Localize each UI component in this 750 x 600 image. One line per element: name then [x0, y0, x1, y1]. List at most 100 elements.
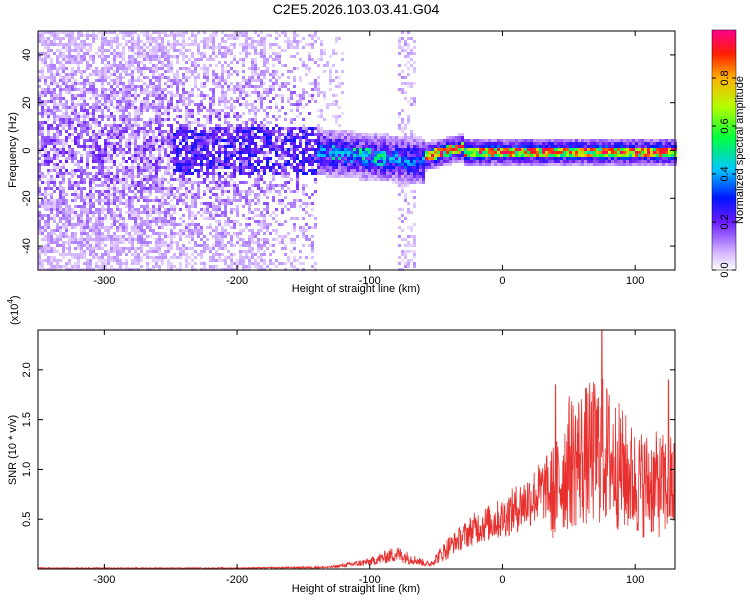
spectrogram-cell: [284, 139, 287, 142]
spectrogram-cell: [284, 169, 287, 172]
spectrogram-cell: [167, 220, 170, 223]
spectrogram-cell: [176, 115, 179, 118]
spectrogram-cell: [314, 142, 317, 145]
spectrogram-cell: [89, 187, 92, 190]
spectrogram-cell: [149, 214, 152, 217]
spectrogram-cell: [173, 46, 176, 49]
spectrogram-cell: [98, 157, 101, 160]
spectrogram-cell: [182, 253, 185, 256]
spectrogram-cell: [71, 175, 74, 178]
spectrogram-cell: [236, 136, 239, 139]
spectrogram-cell: [101, 181, 104, 184]
spectrogram-cell: [176, 34, 179, 37]
spectrogram-cell: [131, 247, 134, 250]
spectrogram-cell: [335, 115, 338, 118]
spectrogram-cell: [68, 121, 71, 124]
spectrogram-cell: [365, 145, 368, 148]
spectrogram-cell: [119, 103, 122, 106]
spectrogram-cell: [116, 154, 119, 157]
spectrogram-cell: [200, 208, 203, 211]
spectrogram-cell: [266, 142, 269, 145]
spectrogram-cell: [146, 223, 149, 226]
spectrogram-cell: [209, 127, 212, 130]
spectrogram-cell: [281, 64, 284, 67]
spectrogram-cell: [89, 34, 92, 37]
spectrogram-cell: [86, 238, 89, 241]
spectrogram-cell: [167, 100, 170, 103]
spectrogram-cell: [218, 220, 221, 223]
spectrogram-cell: [242, 58, 245, 61]
spectrogram-cell: [158, 85, 161, 88]
spectrogram-cell: [53, 127, 56, 130]
spectrogram-cell: [287, 148, 290, 151]
spectrogram-cell: [302, 136, 305, 139]
spectrogram-cell: [110, 265, 113, 268]
spectrogram-cell: [284, 82, 287, 85]
spectrogram-cell: [74, 127, 77, 130]
spectrogram-cell: [125, 211, 128, 214]
spectrogram-cell: [281, 100, 284, 103]
spectrogram-cell: [215, 163, 218, 166]
spectrogram-cell: [221, 166, 224, 169]
spectrogram-cell: [83, 121, 86, 124]
spectrogram-cell: [65, 106, 68, 109]
spectrogram-cell: [92, 175, 95, 178]
spectrogram-cell: [263, 37, 266, 40]
spectrogram-cell: [224, 127, 227, 130]
spectrogram-cell: [137, 232, 140, 235]
spectrogram-cell: [62, 70, 65, 73]
spectrogram-cell: [68, 178, 71, 181]
spectrogram-cell: [125, 247, 128, 250]
spectrogram-cell: [272, 142, 275, 145]
spectrogram-cell: [56, 262, 59, 265]
spectrogram-cell: [173, 169, 176, 172]
spectrogram-cell: [134, 250, 137, 253]
spectrogram-cell: [122, 34, 125, 37]
spectrogram-cell: [263, 76, 266, 79]
spectrogram-cell: [251, 157, 254, 160]
spectrogram-cell: [335, 52, 338, 55]
spectrogram-cell: [185, 97, 188, 100]
spectrogram-cell: [50, 49, 53, 52]
spectrogram-cell: [317, 130, 320, 133]
spectrogram-cell: [242, 196, 245, 199]
spectrogram-cell: [137, 55, 140, 58]
spectrogram-cell: [197, 109, 200, 112]
spectrogram-cell: [305, 172, 308, 175]
spectrogram-cell: [185, 205, 188, 208]
spectrogram-cell: [278, 76, 281, 79]
spectrogram-cell: [302, 154, 305, 157]
spectrogram-cell: [350, 145, 353, 148]
spectrogram-cell: [362, 136, 365, 139]
spectrogram-cell: [116, 136, 119, 139]
spectrogram-cell: [179, 169, 182, 172]
spectrogram-cell: [41, 139, 44, 142]
spectrogram-cell: [233, 85, 236, 88]
spectrogram-cell: [152, 100, 155, 103]
spectrogram-cell: [314, 178, 317, 181]
spectrogram-cell: [119, 208, 122, 211]
spectrogram-cell: [314, 133, 317, 136]
spectrogram-cell: [275, 145, 278, 148]
spectrogram-cell: [104, 64, 107, 67]
spectrogram-cell: [128, 118, 131, 121]
spectrogram-cell: [221, 76, 224, 79]
spectrogram-cell: [248, 154, 251, 157]
spectrogram-cell: [326, 61, 329, 64]
spectrogram-cell: [182, 148, 185, 151]
spectrogram-cell: [197, 139, 200, 142]
spectrogram-cell: [170, 241, 173, 244]
spectrogram-cell: [176, 151, 179, 154]
spectrogram-cell: [62, 202, 65, 205]
spectrogram-cell: [197, 124, 200, 127]
spectrogram-cell: [155, 238, 158, 241]
spectrogram-cell: [194, 214, 197, 217]
spectrogram-cell: [104, 79, 107, 82]
spectrogram-cell: [47, 163, 50, 166]
spectrogram-cell: [224, 49, 227, 52]
spectrogram-cell: [119, 238, 122, 241]
spectrogram-cell: [122, 220, 125, 223]
spectrogram-cell: [50, 40, 53, 43]
spectrogram-cell: [131, 40, 134, 43]
spectrogram-cell: [221, 259, 224, 262]
